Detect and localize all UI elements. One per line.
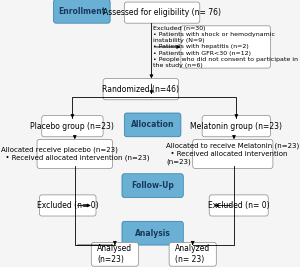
Text: Analysed
(n=23): Analysed (n=23) <box>97 244 132 264</box>
FancyBboxPatch shape <box>169 242 216 266</box>
FancyBboxPatch shape <box>91 242 139 266</box>
FancyBboxPatch shape <box>39 195 96 216</box>
Text: Allocation: Allocation <box>131 120 174 129</box>
Text: Analyzed
(n= 23): Analyzed (n= 23) <box>175 244 210 264</box>
Text: Enrollment: Enrollment <box>58 7 106 16</box>
Text: Excluded (n=30)
• Patients with shock or hemodynamic instability (N=9)
• Patient: Excluded (n=30) • Patients with shock or… <box>153 26 298 68</box>
FancyBboxPatch shape <box>42 116 103 137</box>
Text: Assessed for eligibility (n= 76): Assessed for eligibility (n= 76) <box>103 8 221 17</box>
Text: Excluded (n= 0): Excluded (n= 0) <box>208 201 269 210</box>
FancyBboxPatch shape <box>202 116 271 137</box>
FancyBboxPatch shape <box>124 2 200 23</box>
FancyBboxPatch shape <box>103 79 178 100</box>
FancyBboxPatch shape <box>54 0 110 23</box>
Text: Analysis: Analysis <box>135 229 171 238</box>
Text: Follow-Up: Follow-Up <box>131 181 174 190</box>
Text: Melatonin group (n=23): Melatonin group (n=23) <box>190 122 282 131</box>
FancyBboxPatch shape <box>122 174 183 198</box>
FancyBboxPatch shape <box>122 221 183 245</box>
FancyBboxPatch shape <box>124 113 181 137</box>
FancyBboxPatch shape <box>37 139 112 168</box>
FancyBboxPatch shape <box>209 195 268 216</box>
Text: Allocated to receive Melatonin (n=23)
  • Received allocated intervention (n=23): Allocated to receive Melatonin (n=23) • … <box>166 143 299 165</box>
Text: Allocated receive placebo (n=23)
  • Received allocated intervention (n=23): Allocated receive placebo (n=23) • Recei… <box>1 147 149 161</box>
FancyBboxPatch shape <box>193 139 273 168</box>
Text: Placebo group (n=23): Placebo group (n=23) <box>31 122 114 131</box>
Text: Randomized (n=46): Randomized (n=46) <box>102 85 179 94</box>
Text: Excluded (n= 0): Excluded (n= 0) <box>37 201 98 210</box>
FancyBboxPatch shape <box>181 26 271 68</box>
